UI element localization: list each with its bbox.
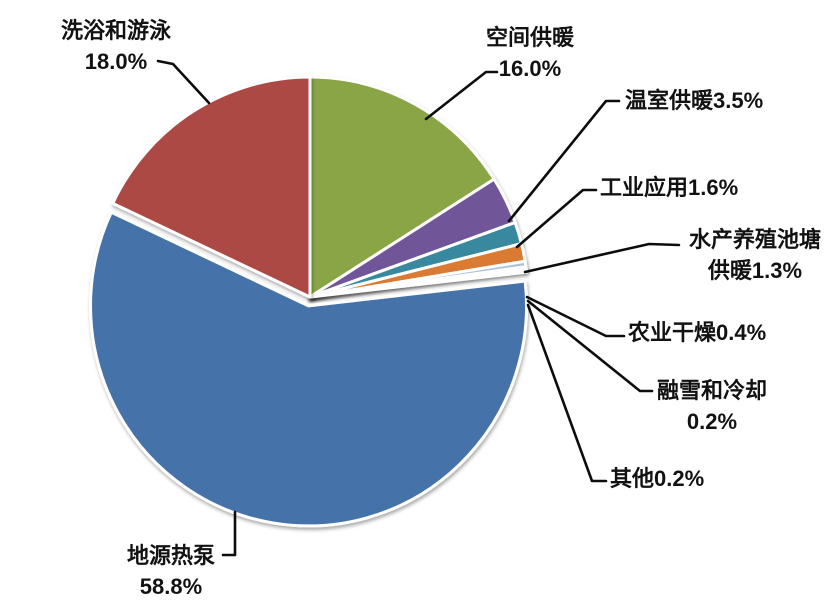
- leader-line-1: [424, 70, 499, 121]
- leader-line-8: [221, 510, 237, 557]
- leader-lines-group: [156, 59, 681, 557]
- leader-line-3: [515, 188, 598, 249]
- pie-slice-0: [308, 75, 496, 299]
- leader-line-7: [526, 303, 608, 483]
- leader-line-4: [523, 242, 681, 274]
- leader-line-5: [525, 295, 626, 338]
- leader-line-6: [526, 299, 654, 393]
- pie-slice-7: [89, 210, 529, 528]
- pie-slice-8: [111, 75, 312, 299]
- leader-line-0: [156, 59, 211, 105]
- pie-slices-group: [89, 75, 529, 528]
- leader-line-2: [507, 99, 621, 223]
